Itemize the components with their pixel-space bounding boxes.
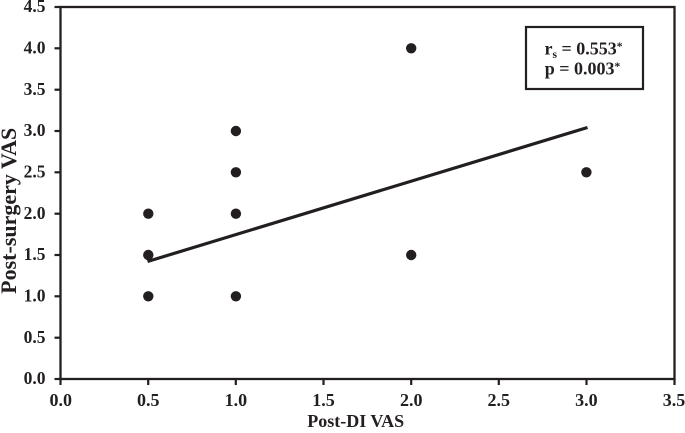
svg-text:Post-surgery VAS: Post-surgery VAS bbox=[0, 128, 21, 294]
svg-text:2.0: 2.0 bbox=[400, 390, 423, 410]
svg-text:4.0: 4.0 bbox=[24, 37, 46, 57]
svg-text:3.0: 3.0 bbox=[24, 120, 46, 140]
svg-text:Post-DI VAS: Post-DI VAS bbox=[307, 411, 404, 428]
svg-text:4.5: 4.5 bbox=[24, 0, 46, 16]
svg-text:0.5: 0.5 bbox=[137, 390, 160, 410]
svg-text:2.0: 2.0 bbox=[24, 203, 46, 223]
svg-text:p = 0.003*: p = 0.003* bbox=[545, 59, 621, 79]
svg-text:rs = 0.553*: rs = 0.553* bbox=[545, 39, 623, 62]
svg-text:0.0: 0.0 bbox=[49, 390, 72, 410]
svg-text:0.5: 0.5 bbox=[24, 327, 46, 347]
svg-text:1.5: 1.5 bbox=[24, 244, 46, 264]
svg-text:0.0: 0.0 bbox=[24, 368, 46, 388]
svg-text:2.5: 2.5 bbox=[24, 161, 46, 181]
svg-text:3.5: 3.5 bbox=[24, 79, 46, 99]
svg-text:3.5: 3.5 bbox=[663, 390, 685, 410]
svg-text:1.0: 1.0 bbox=[24, 285, 46, 305]
svg-text:1.5: 1.5 bbox=[312, 390, 335, 410]
svg-text:2.5: 2.5 bbox=[488, 390, 511, 410]
svg-text:1.0: 1.0 bbox=[225, 390, 248, 410]
svg-text:3.0: 3.0 bbox=[575, 390, 598, 410]
